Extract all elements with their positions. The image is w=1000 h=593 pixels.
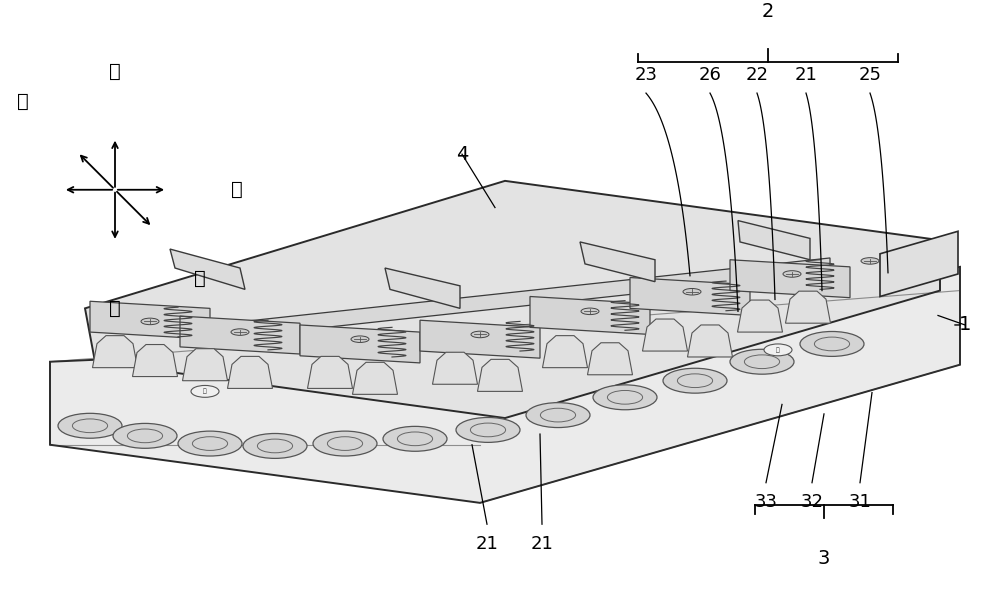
Ellipse shape xyxy=(861,257,879,264)
Polygon shape xyxy=(300,325,420,363)
Text: 前: 前 xyxy=(17,92,29,111)
Polygon shape xyxy=(688,325,732,357)
Ellipse shape xyxy=(764,344,792,356)
Ellipse shape xyxy=(456,417,520,442)
Ellipse shape xyxy=(191,385,219,397)
Text: 21: 21 xyxy=(795,66,817,84)
Text: 左: 左 xyxy=(231,180,243,199)
Polygon shape xyxy=(432,352,478,384)
Ellipse shape xyxy=(663,368,727,393)
Polygon shape xyxy=(786,291,830,323)
Polygon shape xyxy=(92,336,138,368)
Polygon shape xyxy=(308,356,353,388)
Polygon shape xyxy=(182,349,227,381)
Ellipse shape xyxy=(683,288,701,295)
Polygon shape xyxy=(880,231,958,296)
Ellipse shape xyxy=(231,329,249,336)
Ellipse shape xyxy=(58,413,122,438)
Polygon shape xyxy=(643,319,688,351)
Text: 1: 1 xyxy=(959,315,971,334)
Polygon shape xyxy=(90,301,210,339)
Polygon shape xyxy=(85,181,940,418)
Ellipse shape xyxy=(141,318,159,325)
Ellipse shape xyxy=(800,331,864,356)
Ellipse shape xyxy=(471,331,489,338)
Text: 22: 22 xyxy=(746,66,768,84)
Text: 25: 25 xyxy=(858,66,882,84)
Polygon shape xyxy=(730,260,850,298)
Ellipse shape xyxy=(593,385,657,410)
Ellipse shape xyxy=(351,336,369,343)
Ellipse shape xyxy=(383,426,447,451)
Ellipse shape xyxy=(113,423,177,448)
Polygon shape xyxy=(530,296,650,334)
Polygon shape xyxy=(478,359,522,391)
Ellipse shape xyxy=(243,433,307,458)
Text: 4: 4 xyxy=(456,145,468,164)
Ellipse shape xyxy=(581,308,599,314)
Text: 2: 2 xyxy=(762,2,774,21)
Polygon shape xyxy=(580,242,655,282)
Text: 21: 21 xyxy=(476,535,498,553)
Text: 26: 26 xyxy=(699,66,721,84)
Ellipse shape xyxy=(526,403,590,428)
Text: 后: 后 xyxy=(194,269,206,288)
Polygon shape xyxy=(228,356,272,388)
Polygon shape xyxy=(588,343,633,375)
Polygon shape xyxy=(180,316,300,354)
Text: 32: 32 xyxy=(800,493,824,511)
Polygon shape xyxy=(738,300,782,332)
Polygon shape xyxy=(50,267,960,503)
Text: 上: 上 xyxy=(109,62,121,81)
Ellipse shape xyxy=(730,349,794,374)
Ellipse shape xyxy=(178,431,242,456)
Polygon shape xyxy=(420,320,540,358)
Ellipse shape xyxy=(783,270,801,278)
Text: 31: 31 xyxy=(849,493,871,511)
Ellipse shape xyxy=(313,431,377,456)
Polygon shape xyxy=(170,249,245,289)
Text: 下: 下 xyxy=(109,298,121,317)
Polygon shape xyxy=(738,221,810,260)
Text: 21: 21 xyxy=(531,535,553,553)
Text: 水: 水 xyxy=(203,388,207,394)
Polygon shape xyxy=(132,345,178,377)
Text: 33: 33 xyxy=(755,493,778,511)
Polygon shape xyxy=(630,278,750,315)
Text: 3: 3 xyxy=(818,549,830,568)
Polygon shape xyxy=(385,268,460,308)
Text: 23: 23 xyxy=(635,66,658,84)
Text: 水: 水 xyxy=(776,347,780,353)
Polygon shape xyxy=(352,362,398,394)
Polygon shape xyxy=(542,336,587,368)
Polygon shape xyxy=(200,258,830,341)
